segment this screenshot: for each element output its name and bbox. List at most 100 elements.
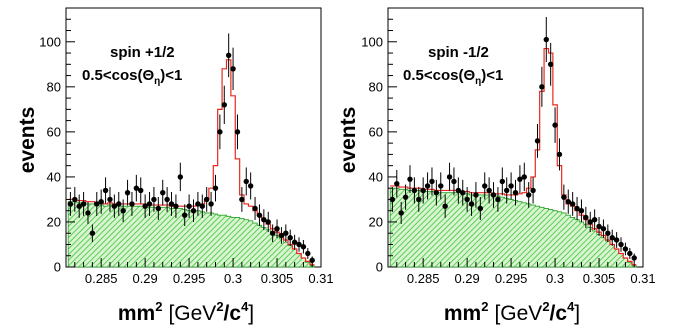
y-axis-label: events: [16, 107, 39, 174]
data-point: [587, 219, 593, 225]
fit-curve: [390, 47, 637, 266]
data-point: [429, 178, 435, 185]
data-point: [199, 203, 205, 209]
x-tick-label: 0.3: [546, 271, 564, 286]
data-point: [547, 61, 554, 68]
data-point: [155, 205, 162, 212]
data-point: [138, 187, 144, 194]
data-point: [543, 36, 549, 43]
data-point: [525, 192, 532, 198]
data-point: [67, 201, 74, 207]
data-point: [561, 194, 567, 200]
data-point: [451, 178, 457, 185]
x-tick-label: 0.295: [173, 271, 206, 286]
data-point: [433, 189, 440, 196]
y-tick-label: 20: [369, 214, 383, 229]
data-point: [464, 196, 470, 203]
data-point: [133, 185, 140, 191]
background-area: [389, 187, 637, 268]
data-point: [574, 205, 580, 212]
data-point: [168, 201, 175, 207]
data-point: [225, 52, 232, 58]
data-point: [609, 235, 615, 241]
data-point: [296, 241, 302, 248]
y-tick-label: 80: [369, 79, 383, 94]
y-tick-label: 100: [39, 34, 61, 49]
data-point: [596, 223, 602, 230]
data-point: [80, 201, 87, 207]
data-point: [283, 230, 289, 236]
data-point: [252, 205, 258, 212]
data-point: [230, 66, 236, 72]
data-point: [129, 201, 135, 207]
data-point: [120, 207, 126, 214]
y-tick-label: 0: [54, 260, 61, 275]
x-tick-label: 0.285: [85, 271, 118, 286]
y-tick-label: 40: [47, 169, 61, 184]
x-tick-label: 0.3: [224, 271, 242, 286]
data-point: [208, 201, 214, 207]
data-point: [394, 180, 400, 187]
data-point: [102, 187, 109, 194]
data-point: [460, 189, 466, 196]
data-point: [420, 187, 426, 194]
data-point: [243, 178, 249, 185]
axes-group: 0 20 40 60 80 100 0.285 0.29 0.295 0.3 0.305 0.31: [39, 7, 334, 286]
data-point: [398, 210, 404, 216]
data-point: [164, 196, 170, 203]
data-point: [569, 201, 576, 207]
data-point: [477, 205, 484, 212]
data-point: [424, 183, 431, 189]
data-point: [234, 129, 241, 135]
data-point: [402, 194, 409, 200]
data-point: [195, 201, 201, 207]
x-tick-label: 0.29: [454, 271, 479, 286]
marks-group: [67, 33, 315, 268]
data-point: [142, 203, 148, 209]
data-point: [622, 246, 629, 252]
x-axis-label: mm2 [GeV2/c4]: [118, 299, 254, 325]
data-point: [416, 196, 422, 203]
background-area: [67, 201, 315, 268]
data-point: [438, 183, 444, 189]
data-point: [274, 226, 280, 232]
data-point: [583, 214, 589, 221]
y-tick-label: 20: [47, 214, 61, 229]
annotation-cos: 0.5<cos(Θη)<1: [82, 67, 182, 87]
data-point: [89, 230, 96, 236]
x-tick-label: 0.31: [630, 271, 655, 286]
y-tick-label: 60: [369, 124, 383, 139]
data-point: [613, 237, 620, 243]
y-tick-label: 0: [376, 260, 383, 275]
axes-group: 0 20 40 60 80 100 0.285 0.29 0.295 0.3 0.305 0.31: [361, 7, 656, 286]
data-point: [411, 187, 418, 194]
data-point: [182, 212, 188, 218]
data-point: [186, 203, 192, 209]
y-tick-label: 60: [47, 124, 61, 139]
x-tick-label: 0.29: [132, 271, 157, 286]
data-point: [446, 174, 453, 180]
annotation-spin: spin +1/2: [110, 44, 175, 61]
data-point: [278, 232, 285, 239]
y-tick-label: 40: [369, 169, 383, 184]
data-point: [499, 178, 506, 185]
x-tick-label: 0.305: [261, 271, 294, 286]
data-point: [517, 176, 523, 182]
data-point: [111, 203, 118, 209]
data-point: [107, 196, 113, 203]
data-point: [521, 174, 527, 180]
y-tick-label: 100: [361, 34, 383, 49]
x-tick-label: 0.305: [583, 271, 616, 286]
data-point: [442, 203, 448, 209]
data-point: [146, 201, 153, 207]
data-point: [512, 189, 519, 196]
data-point: [600, 226, 607, 232]
data-point: [578, 207, 585, 214]
marks-group: [389, 17, 637, 268]
data-point: [72, 196, 78, 203]
data-point: [455, 187, 462, 194]
y-axis-label: events: [337, 107, 360, 174]
data-point: [473, 192, 479, 198]
data-point: [300, 244, 307, 250]
